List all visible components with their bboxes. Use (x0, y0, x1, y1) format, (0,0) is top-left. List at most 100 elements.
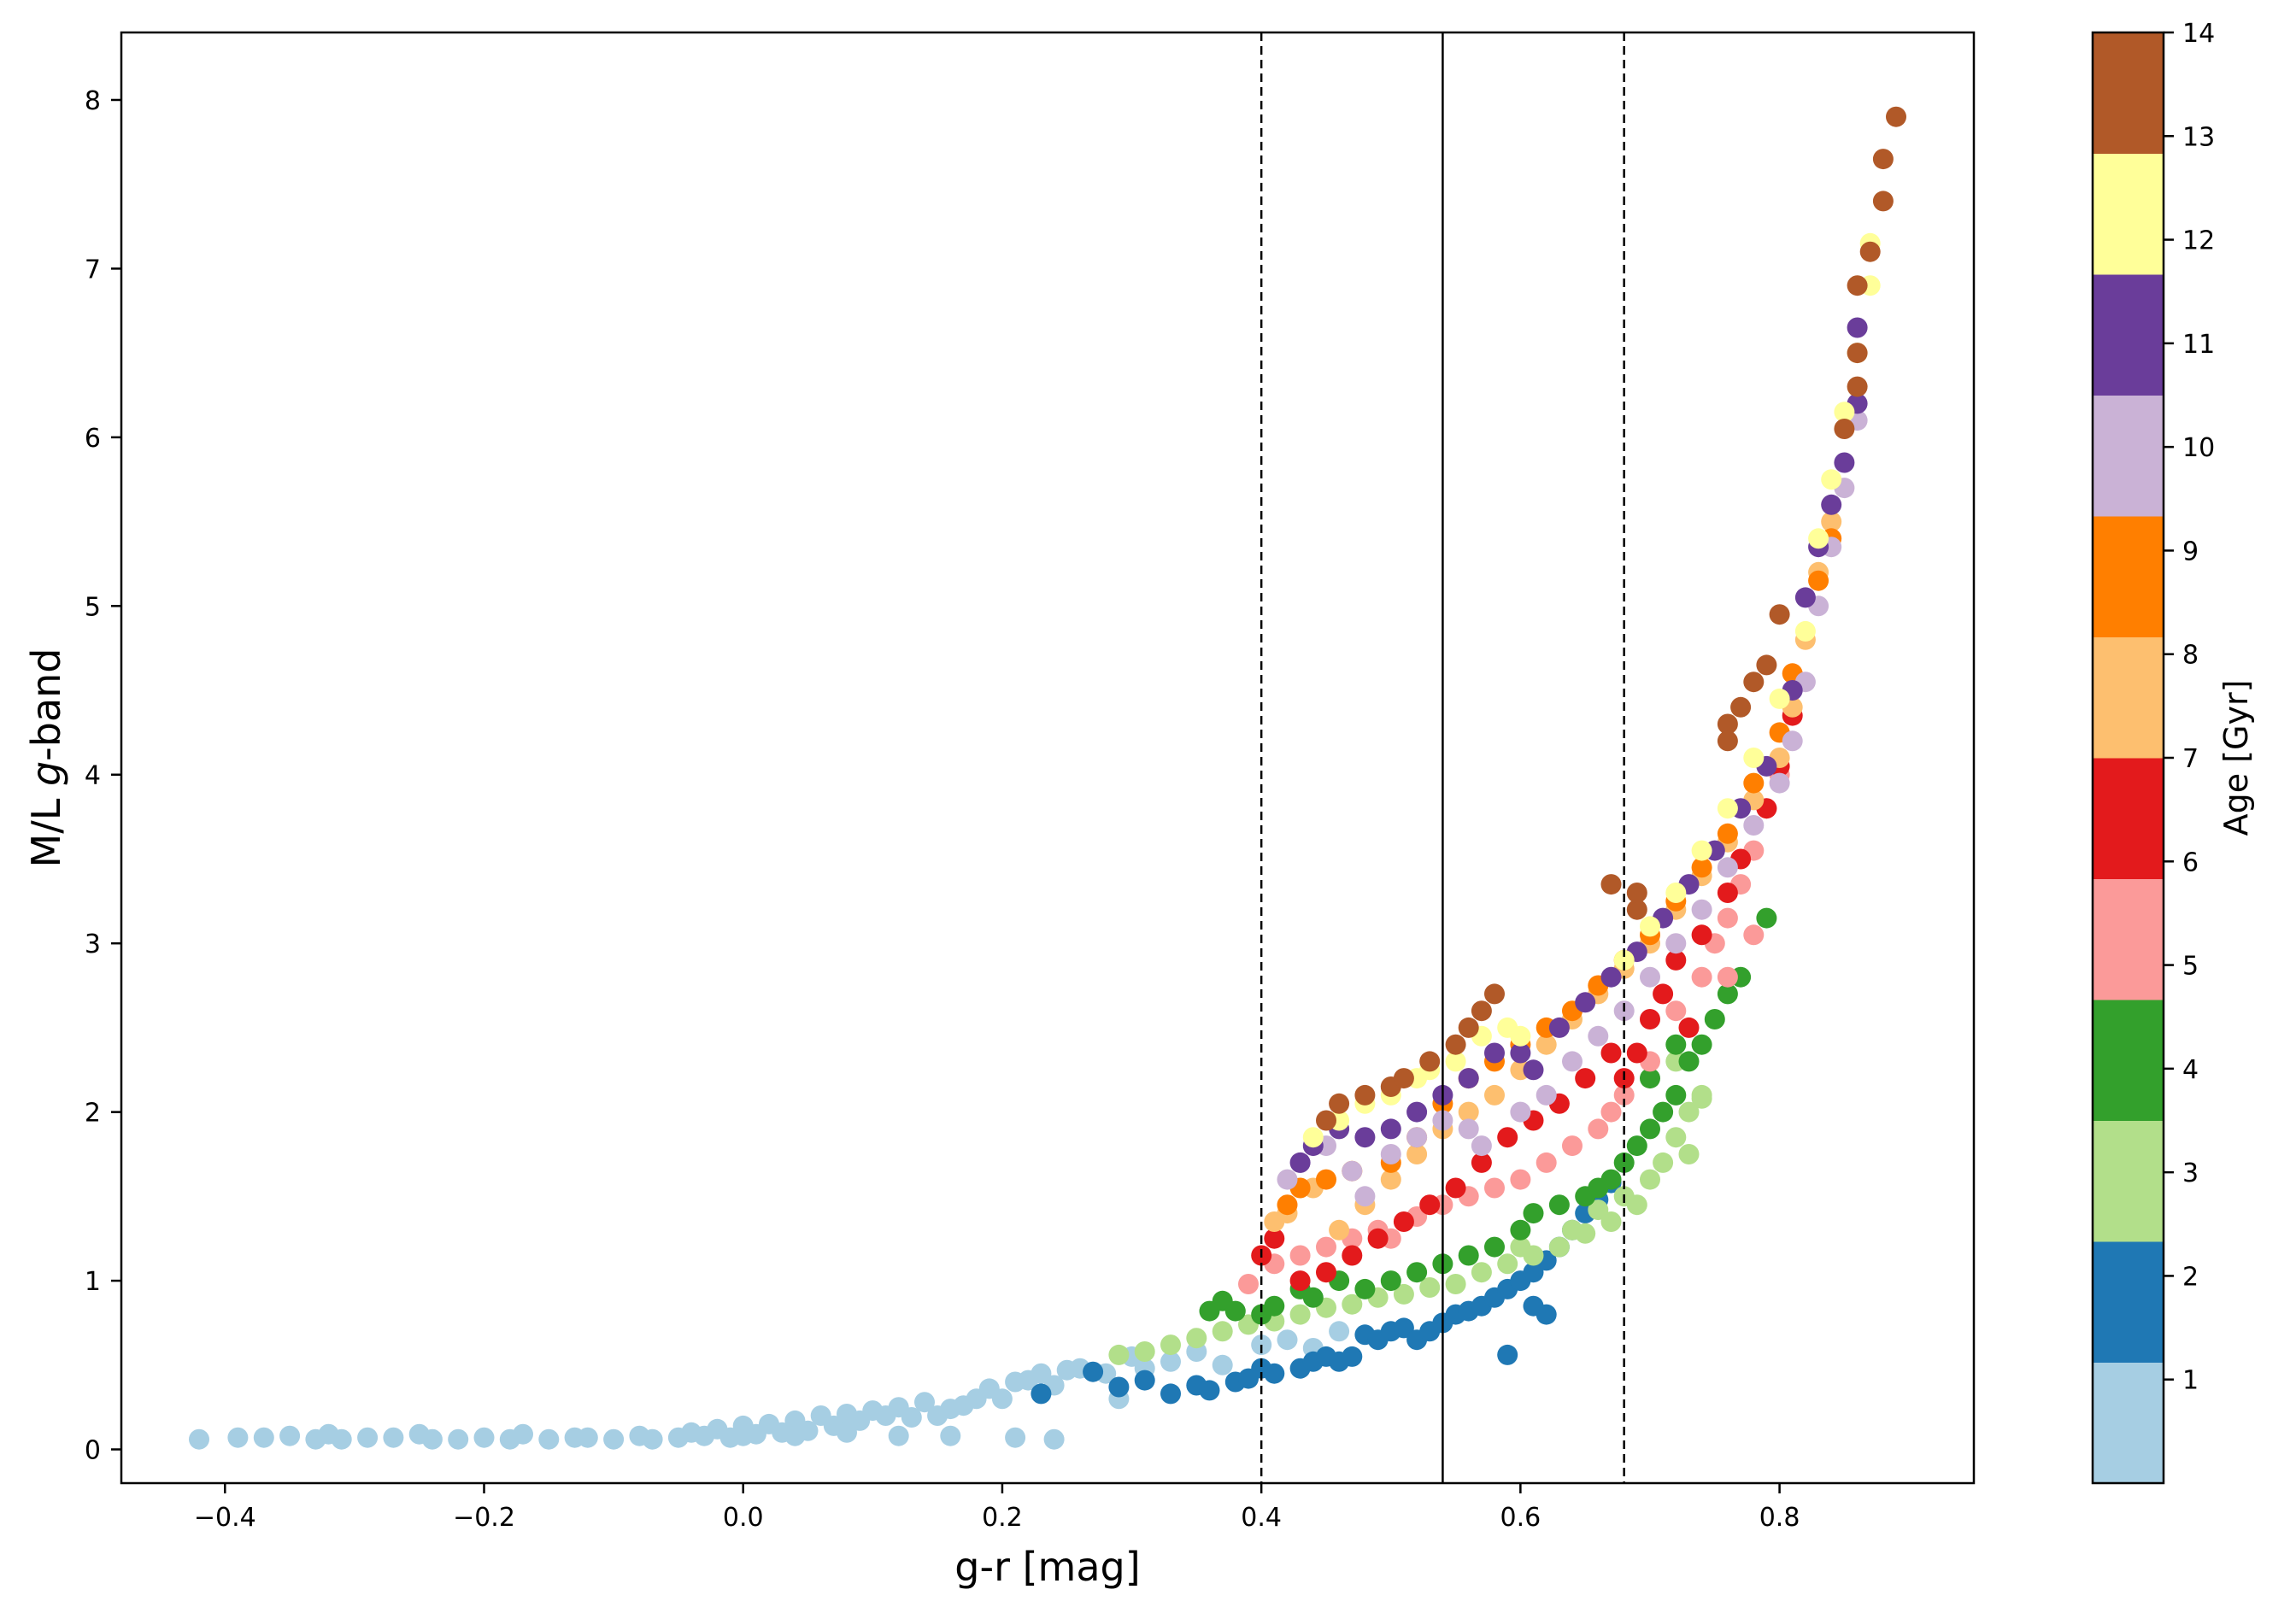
scatter-point-age-3 (1186, 1328, 1207, 1349)
x-axis-label: g-r [mag] (954, 1544, 1140, 1590)
scatter-point-age-1 (189, 1428, 209, 1450)
scatter-point-age-10 (1794, 587, 1816, 608)
scatter-point-age-1 (940, 1425, 961, 1446)
scatter-point-age-12 (1354, 1084, 1376, 1106)
scatter-point-age-5 (1289, 1245, 1311, 1266)
colorbar-segment-2 (2093, 1241, 2164, 1363)
scatter-point-age-1 (227, 1427, 249, 1448)
colorbar-segment-1 (2093, 1362, 2164, 1484)
scatter-point-age-5 (1665, 1000, 1687, 1022)
scatter-point-age-9 (1380, 1144, 1401, 1164)
scatter-point-age-3 (1108, 1344, 1130, 1365)
scatter-point-age-1 (1005, 1427, 1026, 1448)
scatter-point-age-5 (1536, 1152, 1557, 1173)
scatter-point-age-3 (1588, 1199, 1609, 1221)
y-axis-label-part-2: g (23, 761, 69, 786)
scatter-point-age-5 (1613, 1084, 1635, 1106)
scatter-point-age-4 (1458, 1245, 1479, 1266)
scatter-point-age-6 (1678, 1017, 1700, 1038)
scatter-point-age-7 (1536, 1034, 1557, 1055)
scatter-point-age-1 (1160, 1351, 1181, 1372)
x-axis-ticks: −0.4 −0.2 0.0 0.2 0.4 0.6 0.8 (194, 1483, 1800, 1533)
scatter-point-age-9 (1354, 1186, 1376, 1207)
scatter-point-age-2 (1108, 1376, 1130, 1398)
colorbar-tick-label: 7 (2182, 744, 2199, 774)
scatter-point-age-12 (1329, 1093, 1350, 1114)
y-tick-label: 4 (85, 761, 101, 791)
scatter-point-age-9 (1665, 933, 1687, 954)
scatter-point-age-4 (1640, 1118, 1660, 1140)
scatter-point-age-6 (1665, 949, 1687, 971)
scatter-point-age-10 (1575, 992, 1596, 1013)
scatter-point-age-11 (1743, 748, 1765, 768)
scatter-point-age-1 (1329, 1321, 1350, 1342)
scatter-point-age-12 (1626, 899, 1647, 920)
scatter-point-age-6 (1471, 1152, 1492, 1173)
scatter-point-age-1 (383, 1427, 404, 1448)
scatter-point-age-3 (1665, 1127, 1687, 1148)
scatter-point-age-11 (1794, 620, 1816, 642)
scatter-point-age-3 (1419, 1277, 1441, 1298)
scatter-point-age-12 (1847, 376, 1868, 397)
scatter-point-age-1 (642, 1428, 663, 1450)
scatter-point-age-8 (1717, 823, 1738, 844)
scatter-point-age-1 (784, 1425, 806, 1446)
scatter-point-age-3 (1393, 1283, 1414, 1305)
scatter-point-age-3 (1600, 1211, 1622, 1232)
scatter-point-age-10 (1406, 1101, 1428, 1123)
scatter-point-age-12 (1847, 343, 1868, 364)
scatter-point-age-3 (1212, 1321, 1233, 1342)
scatter-point-age-9 (1536, 1084, 1557, 1106)
scatter-point-age-3 (1691, 1088, 1712, 1109)
scatter-point-age-6 (1316, 1262, 1336, 1283)
scatter-point-age-4 (1484, 1236, 1505, 1258)
y-tick-label: 0 (85, 1436, 101, 1466)
scatter-point-age-3 (1548, 1236, 1570, 1258)
scatter-point-age-10 (1523, 1059, 1544, 1081)
scatter-point-age-3 (1640, 1169, 1660, 1190)
x-tick-label: 0.4 (1241, 1503, 1282, 1533)
colorbar-segment-11 (2093, 153, 2164, 275)
scatter-point-age-2 (1134, 1370, 1155, 1391)
scatter-point-age-7 (1406, 1144, 1428, 1164)
scatter-point-age-6 (1717, 883, 1738, 903)
scatter-point-age-6 (1367, 1228, 1389, 1249)
colorbar-tick-label: 8 (2182, 641, 2199, 671)
scatter-point-age-6 (1691, 924, 1712, 946)
scatter-point-age-4 (1691, 1034, 1712, 1055)
scatter-point-age-2 (1083, 1361, 1104, 1382)
colorbar-segment-9 (2093, 395, 2164, 517)
scatter-point-age-9 (1342, 1160, 1363, 1182)
scatter-point-age-10 (1380, 1118, 1401, 1140)
scatter-point-age-4 (1626, 1135, 1647, 1157)
scatter-point-age-10 (1834, 452, 1855, 473)
scatter-point-age-5 (1717, 966, 1738, 988)
colorbar-tick-label: 3 (2182, 1158, 2199, 1188)
scatter-point-age-5 (1743, 924, 1765, 946)
y-tick-label: 7 (85, 255, 101, 284)
scatter-point-age-4 (1523, 1203, 1544, 1224)
scatter-point-age-7 (1329, 1219, 1350, 1241)
scatter-point-age-4 (1224, 1300, 1246, 1322)
scatter-point-age-8 (1691, 857, 1712, 878)
scatter-point-age-11 (1691, 840, 1712, 861)
scatter-point-age-1 (1212, 1354, 1233, 1375)
scatter-point-age-4 (1704, 1009, 1725, 1029)
scatter-point-age-5 (1562, 1135, 1583, 1157)
scatter-point-age-1 (1043, 1428, 1065, 1450)
scatter-point-age-10 (1847, 317, 1868, 338)
x-tick-label: −0.4 (194, 1503, 256, 1533)
scatter-point-age-4 (1653, 1101, 1674, 1123)
scatter-point-age-10 (1354, 1127, 1376, 1148)
y-tick-label: 3 (85, 930, 101, 959)
scatter-point-age-1 (331, 1428, 352, 1450)
scatter-point-age-3 (1289, 1304, 1311, 1325)
colorbar-tick-label: 13 (2182, 122, 2215, 152)
scatter-point-age-6 (1600, 1042, 1622, 1064)
scatter-point-age-9 (1277, 1169, 1298, 1190)
scatter-point-age-11 (1717, 798, 1738, 819)
scatter-point-age-8 (1808, 570, 1829, 591)
colorbar-segment-12 (2093, 32, 2164, 154)
scatter-point-age-5 (1316, 1236, 1336, 1258)
scatter-point-age-10 (1510, 1042, 1531, 1064)
